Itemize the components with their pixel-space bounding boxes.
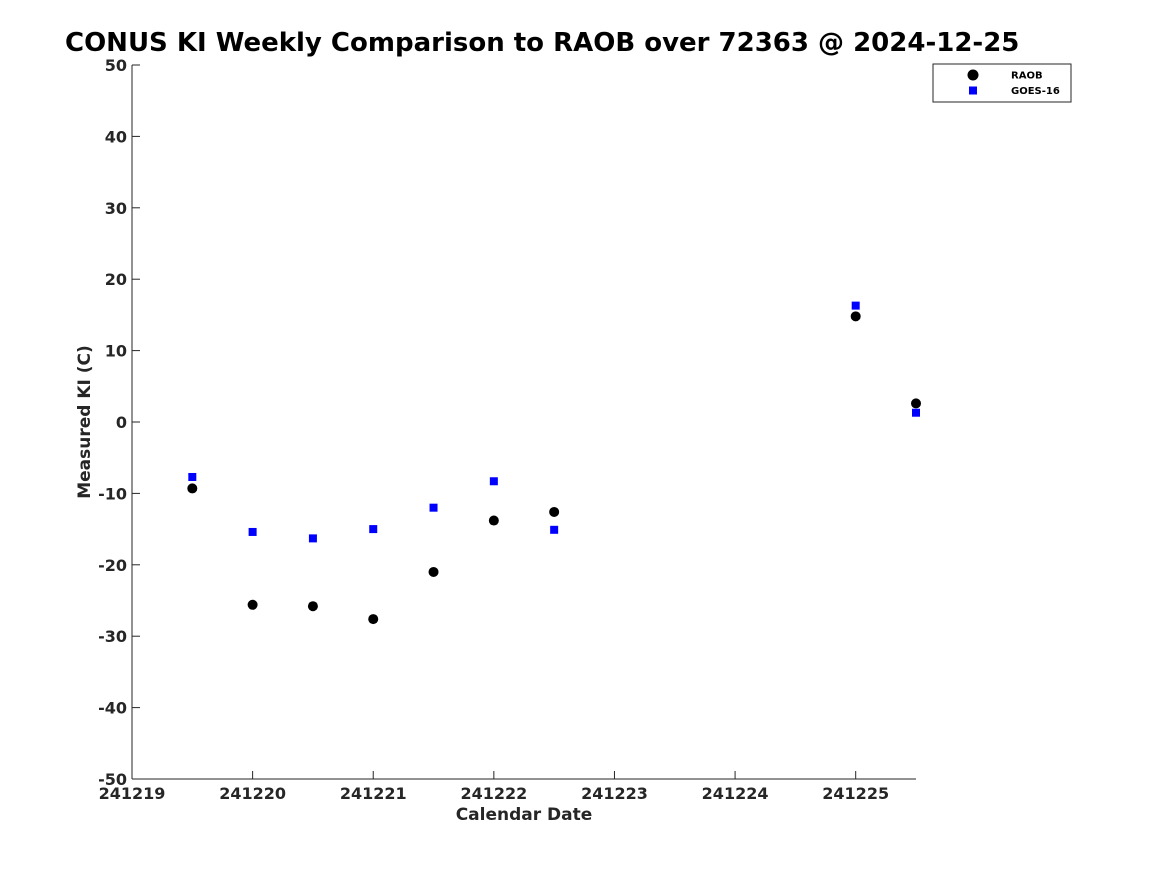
raob-point <box>187 483 198 494</box>
x-tick-label: 241219 <box>99 784 166 803</box>
goes-16-point <box>188 472 197 481</box>
y-tick-label: 50 <box>105 56 127 75</box>
chart-title: CONUS KI Weekly Comparison to RAOB over … <box>65 28 1020 58</box>
y-tick-label: 0 <box>116 413 127 432</box>
y-tick-label: -40 <box>98 699 127 718</box>
x-tick-label: 241221 <box>340 784 407 803</box>
y-tick-label: 10 <box>105 342 127 361</box>
goes-16-point <box>308 534 317 543</box>
y-tick-label: 20 <box>105 270 127 289</box>
y-axis-ticks: -50 -40 -30 -20 -10 0 10 20 30 40 50 <box>98 56 140 789</box>
raob-point <box>850 311 861 322</box>
goes-16-point <box>429 503 438 512</box>
x-tick-label: 241220 <box>219 784 286 803</box>
x-tick-label: 241222 <box>460 784 527 803</box>
legend-marker-circle <box>967 69 979 81</box>
y-tick-label: -20 <box>98 556 127 575</box>
legend-label: RAOB <box>1011 71 1043 82</box>
data-points <box>187 301 921 625</box>
goes-16-point <box>489 477 498 486</box>
raob-point <box>488 515 499 526</box>
x-tick-label: 241223 <box>581 784 648 803</box>
raob-point <box>247 599 258 610</box>
goes-16-point <box>369 525 378 534</box>
y-tick-label: -50 <box>98 770 127 789</box>
axes <box>131 65 916 780</box>
raob-point <box>307 601 318 612</box>
raob-point <box>549 506 560 517</box>
goes-16-point <box>248 527 257 536</box>
x-tick-label: 241225 <box>822 784 889 803</box>
legend-label: GOES-16 <box>1011 86 1060 97</box>
x-axis-ticks: 241219 241220 241221 241222 241223 241224 2412… <box>99 771 889 803</box>
raob-point <box>428 566 439 577</box>
y-axis-label: Measured KI (C) <box>75 345 95 499</box>
y-tick-label: -10 <box>98 484 127 503</box>
y-tick-label: -30 <box>98 627 127 646</box>
goes-16-point <box>851 301 860 310</box>
x-tick-label: 241224 <box>702 784 769 803</box>
goes-16-point <box>550 525 559 534</box>
legend-box <box>932 63 1072 103</box>
raob-point <box>911 398 921 409</box>
raob-point <box>368 614 379 625</box>
y-tick-label: 40 <box>105 127 127 146</box>
legend: RAOB GOES-16 <box>932 63 1072 103</box>
legend-marker-square <box>969 86 977 95</box>
x-axis-label: Calendar Date <box>456 805 593 825</box>
y-tick-label: 30 <box>105 199 127 218</box>
goes-16-point <box>912 408 920 417</box>
